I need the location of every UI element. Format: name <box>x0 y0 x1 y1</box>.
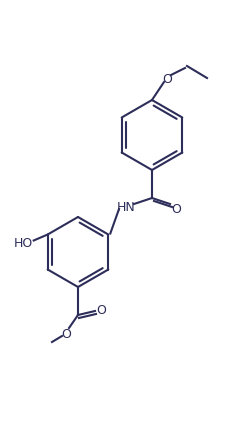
Text: HN: HN <box>116 200 135 213</box>
Text: HO: HO <box>14 237 33 249</box>
Text: O: O <box>161 72 171 85</box>
Text: O: O <box>96 304 106 317</box>
Text: O: O <box>170 202 180 215</box>
Text: O: O <box>61 327 71 340</box>
